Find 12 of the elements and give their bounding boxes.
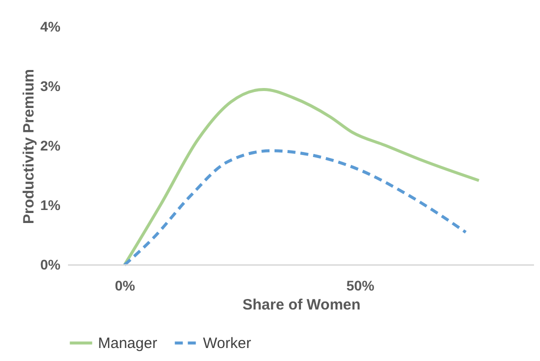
line-series (122, 88, 480, 266)
y-tick-label: 4% (40, 18, 62, 34)
legend-label: Worker (203, 335, 252, 352)
line-series (122, 149, 468, 266)
y-tick-label: 1% (40, 197, 62, 213)
x-axis-title: Share of Women (242, 296, 361, 314)
legend-label: Manager (98, 335, 158, 352)
y-tick-label: 2% (40, 138, 62, 154)
y-axis-title: Productivity Premium (20, 68, 38, 224)
y-tick-label: 3% (40, 78, 62, 94)
x-tick-label: 50% (346, 278, 375, 294)
y-tick-label: 0% (40, 256, 62, 272)
